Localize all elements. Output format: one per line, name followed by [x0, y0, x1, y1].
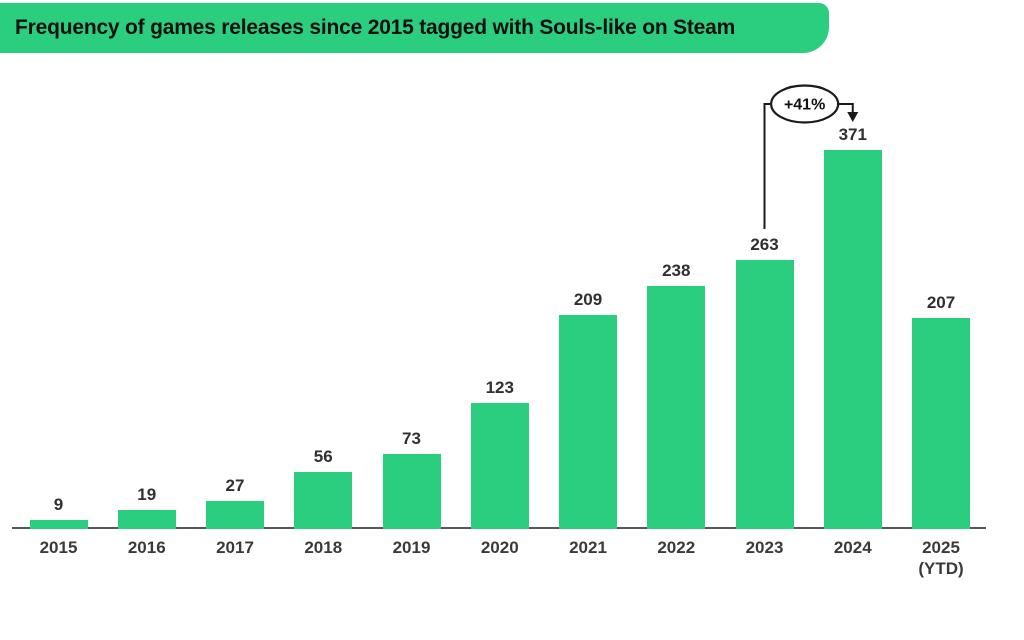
bar-value-label: 9: [53, 495, 64, 514]
x-axis-label: 2018: [273, 537, 373, 558]
annotation-ellipse: [770, 84, 840, 124]
annotation-text: +41%: [784, 97, 825, 114]
x-axis-label-year: 2020: [480, 538, 519, 557]
bar-2019: [382, 454, 441, 529]
x-axis-label: 2016: [97, 537, 197, 558]
chart-title: Frequency of games releases since 2015 t…: [15, 16, 736, 39]
x-axis-label: 2019: [362, 537, 462, 558]
bar-2020: [470, 403, 529, 529]
bar-2025: [912, 318, 970, 529]
bar-2018: [294, 472, 353, 529]
bar-value-label: 238: [662, 261, 691, 280]
chart-title-banner: Frequency of games releases since 2015 t…: [0, 3, 829, 53]
x-axis-label: 2021: [538, 537, 638, 558]
x-axis-label-year: 2019: [392, 538, 431, 557]
bar-2016: [117, 510, 176, 529]
bar-2024: [823, 150, 882, 529]
bar-value-label: 56: [313, 447, 333, 466]
x-axis-label-year: 2018: [304, 538, 343, 557]
x-axis-label: 2020: [450, 537, 550, 558]
bar-2023: [735, 260, 794, 529]
annotation-connector-right: [836, 103, 854, 112]
x-axis-label: 2017: [185, 537, 285, 558]
bar-2017: [206, 501, 264, 529]
x-axis-label-year: 2025: [922, 538, 960, 557]
bar-2021: [559, 315, 617, 529]
bar-value-label: 73: [402, 429, 421, 448]
bar-value-label: 209: [573, 290, 603, 309]
x-axis-label: 2023: [715, 537, 815, 558]
annotation-arrowhead-icon: [847, 112, 859, 122]
x-axis-label: 2015: [9, 537, 109, 558]
x-axis-label-year: 2024: [833, 538, 872, 557]
x-axis-label: 2024: [803, 537, 903, 558]
x-axis-label-year: 2022: [657, 538, 696, 557]
annotation-connector-left: [763, 103, 774, 229]
bar-2022: [647, 286, 706, 529]
x-axis-label-year: 2016: [127, 538, 166, 557]
x-axis-label-sublabel: (YTD): [918, 559, 964, 578]
x-axis-label-year: 2021: [569, 538, 607, 557]
x-axis-label: 2022: [626, 537, 726, 558]
bar-2015: [29, 520, 88, 529]
bar-value-label: 207: [926, 293, 956, 312]
x-axis-label-year: 2023: [745, 538, 784, 557]
bar-value-label: 27: [225, 476, 245, 495]
x-axis-label-year: 2017: [216, 538, 254, 557]
bar-value-label: 371: [838, 125, 867, 144]
bar-value-label: 123: [485, 378, 514, 397]
x-axis-label: 2025 (YTD): [891, 537, 991, 579]
bar-value-label: 19: [137, 485, 157, 504]
bar-value-label: 263: [750, 235, 779, 254]
x-axis-label-year: 2015: [39, 538, 78, 557]
